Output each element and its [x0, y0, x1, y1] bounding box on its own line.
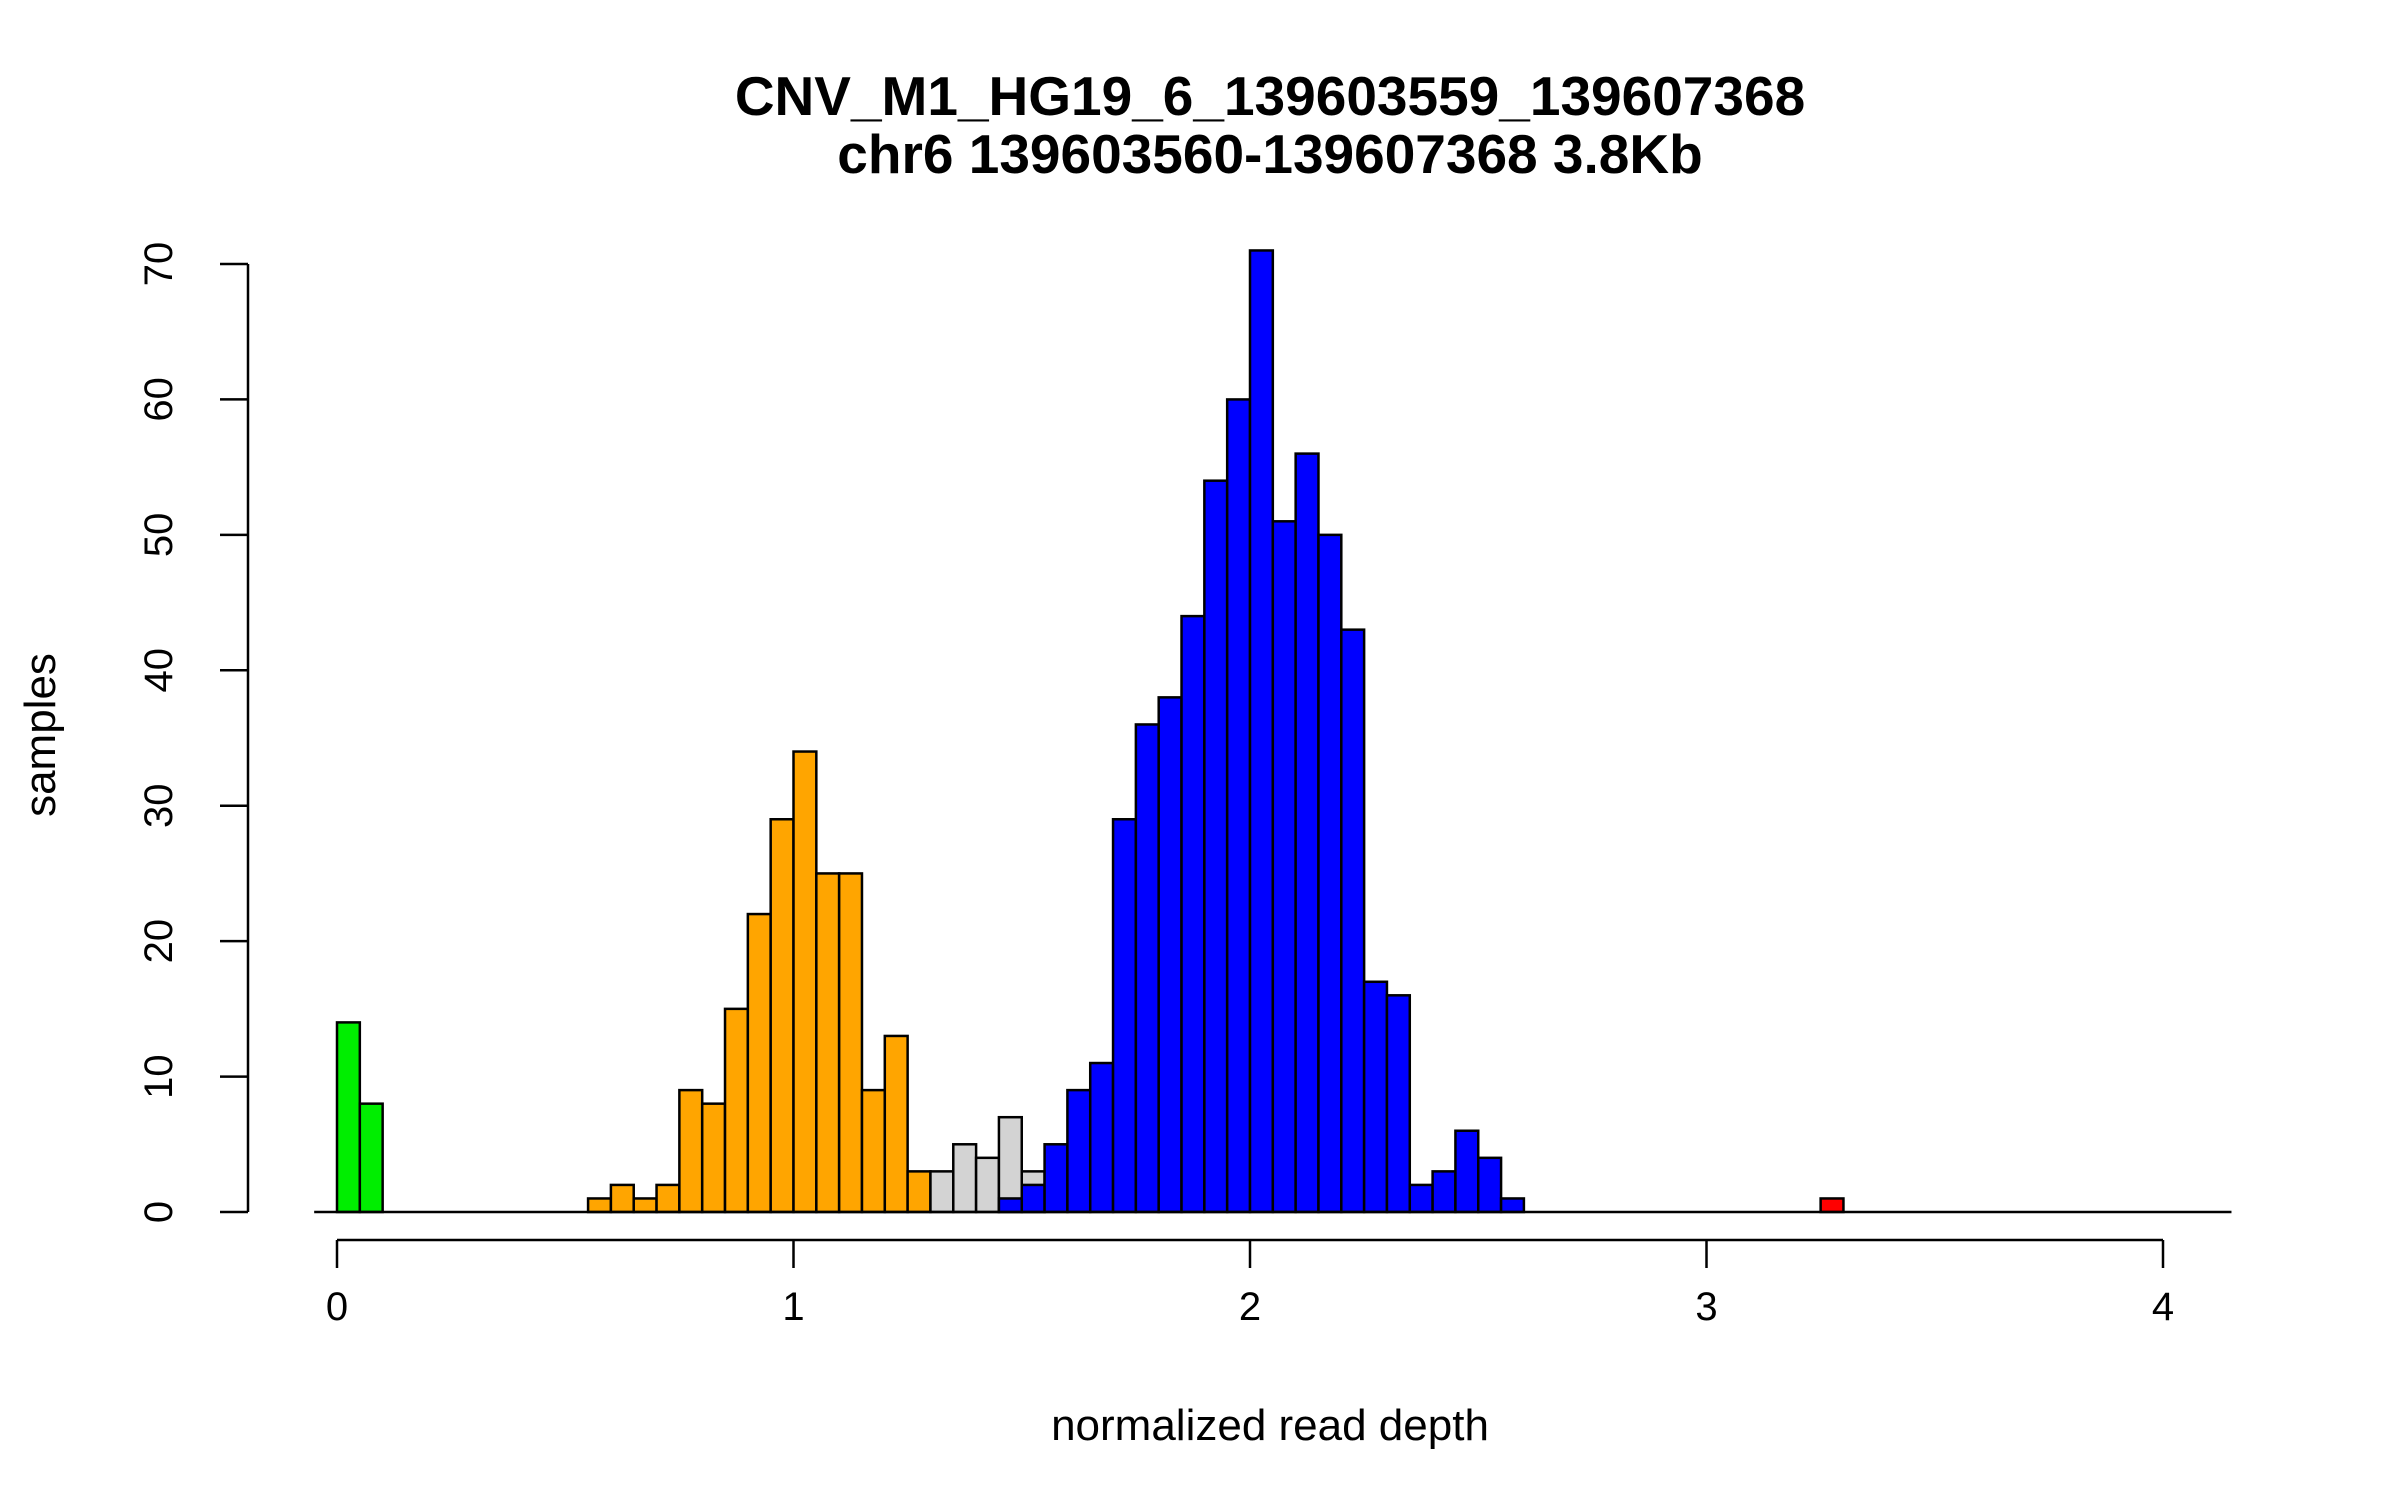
bar-blue-1.70: [1111, 818, 1138, 1214]
bar-blue-1.80: [1157, 696, 1183, 1214]
y-tick-label: 40: [137, 648, 181, 693]
bar-blue-2.40: [1431, 1170, 1457, 1214]
bar-blue-1.45: [997, 1197, 1023, 1214]
bar-blue-2.00: [1248, 249, 1275, 1214]
bar-orange-0.65: [632, 1197, 658, 1214]
bar-orange-1.10: [837, 872, 864, 1214]
bar-orange-1.00: [792, 750, 818, 1214]
bar-orange-0.70: [655, 1183, 681, 1214]
x-tick-label: 3: [1695, 1285, 1717, 1329]
y-axis: 0 10 20 30 40 50 60 70: [137, 242, 250, 1223]
y-tick-label: 70: [137, 242, 181, 287]
bar-red-3.25: [1819, 1197, 1845, 1214]
bar-gray-1.40: [974, 1156, 1001, 1214]
bar-blue-2.45: [1454, 1129, 1480, 1214]
bar-gray-1.30: [929, 1170, 955, 1214]
bar-blue-1.95: [1225, 398, 1252, 1214]
bars-group: [335, 249, 1845, 1214]
bar-orange-1.20: [883, 1034, 909, 1214]
bar-orange-0.60: [609, 1183, 635, 1214]
bar-orange-1.15: [860, 1088, 887, 1214]
bar-blue-2.50: [1477, 1156, 1503, 1214]
bar-green-0.00: [335, 1021, 362, 1214]
bar-blue-1.65: [1088, 1061, 1115, 1214]
x-axis-label: normalized read depth: [1051, 1401, 1489, 1450]
bar-blue-1.75: [1134, 723, 1160, 1214]
bar-blue-2.25: [1362, 980, 1389, 1214]
bar-blue-2.20: [1340, 628, 1366, 1214]
x-tick-label: 2: [1239, 1285, 1261, 1329]
x-tick-label: 1: [782, 1285, 804, 1329]
y-tick-label: 60: [137, 377, 181, 422]
y-tick-label: 0: [137, 1201, 181, 1223]
bar-orange-1.25: [906, 1170, 932, 1214]
bar-orange-0.85: [723, 1007, 750, 1214]
chart-subtitle: chr6 139603560-139607368 3.8Kb: [837, 123, 1702, 185]
bar-green-0.05: [358, 1102, 384, 1214]
bar-blue-1.60: [1066, 1088, 1092, 1214]
x-axis: 0 1 2 3 4: [326, 1238, 2174, 1329]
bar-blue-2.30: [1385, 994, 1412, 1214]
bar-blue-2.05: [1271, 520, 1297, 1214]
chart-title: CNV_M1_HG19_6_139603559_139607368: [735, 65, 1805, 127]
y-tick-label: 50: [137, 513, 181, 558]
bar-blue-2.10: [1294, 452, 1320, 1214]
bar-orange-1.05: [815, 872, 841, 1214]
bar-blue-2.15: [1317, 533, 1343, 1214]
y-tick-label: 10: [137, 1054, 181, 1099]
bar-blue-1.85: [1180, 614, 1206, 1214]
bar-gray-1.35: [952, 1143, 978, 1214]
bar-blue-1.55: [1043, 1143, 1069, 1214]
bar-blue-1.50: [1020, 1183, 1046, 1214]
bar-blue-1.90: [1203, 479, 1229, 1214]
y-tick-label: 20: [137, 919, 181, 964]
y-tick-label: 30: [137, 783, 181, 828]
bar-orange-0.75: [678, 1088, 704, 1214]
x-tick-label: 0: [326, 1285, 348, 1329]
bar-orange-0.80: [700, 1102, 727, 1214]
y-axis-label: samples: [16, 653, 65, 817]
bar-blue-2.35: [1408, 1183, 1434, 1214]
x-tick-label: 4: [2152, 1285, 2174, 1329]
bar-orange-0.55: [586, 1197, 613, 1214]
bar-blue-2.55: [1499, 1197, 1526, 1214]
bar-orange-0.90: [746, 912, 772, 1214]
bar-orange-0.95: [769, 818, 795, 1214]
